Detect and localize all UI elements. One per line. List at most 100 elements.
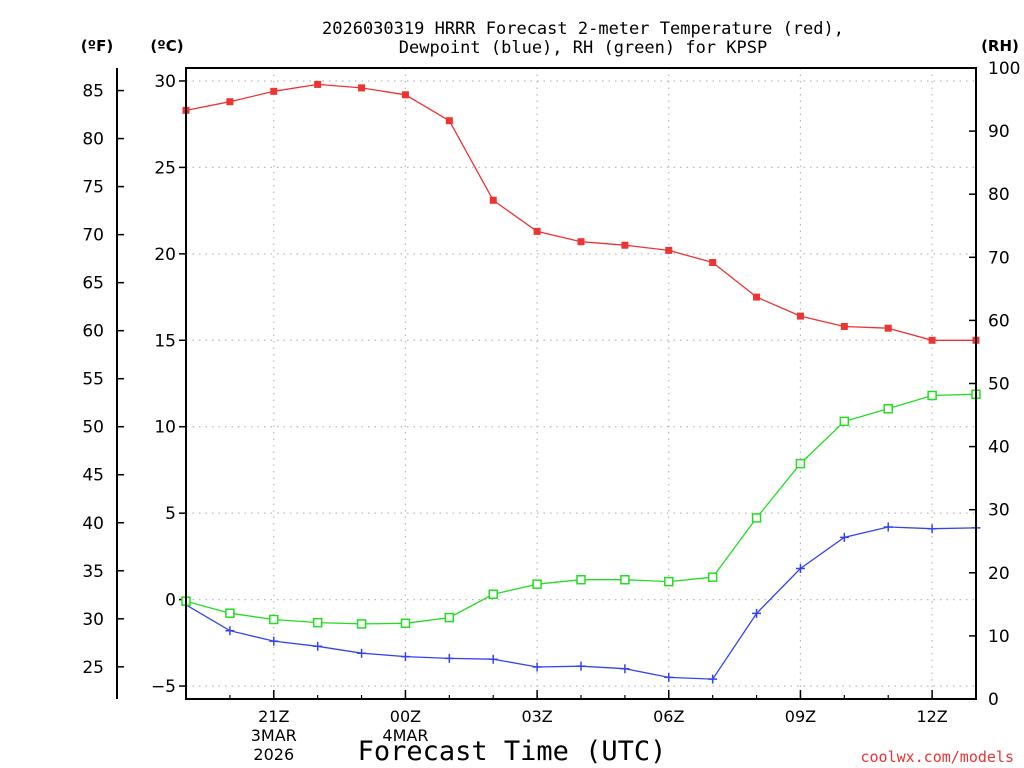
fahrenheit-tick-label: 55 [82,370,104,390]
dewpoint-point [839,532,849,542]
rh-tick-label: 80 [988,185,1010,205]
celsius-tick-label: 5 [165,504,176,524]
fahrenheit-tick-label: 60 [82,322,104,342]
rh-tick-label: 0 [988,690,999,710]
temperature-point [577,238,585,246]
fahrenheit-tick-label: 35 [82,562,104,582]
x-tick-label: 06Z [653,707,684,726]
dewpoint-point [664,672,674,682]
rh-point [751,513,762,523]
rh-point [269,614,279,625]
rh-point [576,574,586,585]
rh-point [488,589,498,600]
x-tick-label: 09Z [785,707,816,726]
celsius-axis-unit: (ºC) [150,37,183,55]
x-tick-date-label: 3MAR [251,726,297,745]
temperature-point [445,117,453,125]
grid [186,68,976,699]
temperature-point [533,227,541,235]
dewpoint-line [185,526,977,680]
watermark: coolwx.com/models [860,748,1014,766]
rh-tick-label: 10 [988,627,1010,647]
fahrenheit-tick-label: 80 [82,130,104,150]
rh-tick-label: 30 [988,501,1010,521]
chart-title-line-2: Dewpoint (blue), RH (green) for KPSP [399,38,767,58]
temperature-point [358,84,366,92]
temperature-point [884,324,892,332]
temperature-point [840,322,848,330]
rh-point [312,617,323,628]
rh-point [532,579,542,589]
rh-tick-label: 70 [988,248,1010,268]
temperature-point [928,336,936,344]
fahrenheit-tick-label: 50 [82,418,104,438]
rh-point [839,416,850,427]
rh-tick-label: 50 [988,375,1010,395]
temperature-point [489,196,497,204]
rh-tick-label: 90 [988,122,1010,142]
rh-point [664,576,674,587]
rh-point [927,390,937,401]
rh-point [707,572,718,582]
x-tick-label: 00Z [390,707,421,726]
rh-point [225,608,235,618]
fahrenheit-tick-label: 45 [82,466,104,486]
dewpoint-point [620,664,630,674]
rh-tick-label: 20 [988,564,1010,584]
dewpoint-point [444,653,454,663]
temperature-point [401,91,409,99]
temperature-point [226,98,234,106]
celsius-tick-label: 25 [154,158,176,178]
dewpoint-point [357,648,367,658]
rh-point [620,574,630,585]
x-tick-year-label: 2026 [253,745,294,764]
rh-axis-unit: (RH) [981,37,1019,55]
chart-title-line-1: 2026030319 HRRR Forecast 2-meter Tempera… [322,19,844,39]
temperature-line [185,83,976,341]
rh-tick-label: 100 [988,59,1020,79]
x-tick-date-label: 4MAR [382,726,428,745]
celsius-tick-label: 10 [154,418,176,438]
fahrenheit-tick-label: 85 [82,82,104,102]
x-axis-title: Forecast Time (UTC) [358,736,667,767]
rh-line [185,393,977,625]
dewpoint-point [488,654,498,664]
x-tick-label: 03Z [521,707,552,726]
celsius-tick-label: 20 [154,245,176,265]
temperature-point [709,258,717,266]
dewpoint-point [708,674,718,684]
celsius-tick-label: 15 [154,331,176,351]
dewpoint-point [795,563,805,573]
dewpoint-point [576,661,586,671]
rh-point [444,612,455,623]
fahrenheit-axis-unit: (ºF) [81,37,113,55]
fahrenheit-tick-label: 65 [82,274,104,294]
dewpoint-point [927,524,937,534]
axes: −5 0 5 10 15 20 25 30 25 30 35 40 45 50 55 60 65 70 75 80 85… [82,59,1020,764]
plot-frame [185,67,977,700]
dewpoint-point [313,641,323,651]
fahrenheit-tick-label: 40 [82,514,104,534]
fahrenheit-tick-label: 75 [82,178,104,198]
dewpoint-point [752,608,762,618]
rh-point [400,618,411,629]
fahrenheit-tick-label: 25 [82,658,104,678]
temperature-point [796,312,804,320]
x-tick-label: 21Z [258,707,289,726]
dewpoint-point [400,652,410,662]
fahrenheit-tick-label: 70 [82,226,104,246]
temperature-point [621,241,629,249]
temperature-point [753,293,761,301]
rh-tick-label: 60 [988,311,1010,331]
rh-point [883,403,893,414]
dewpoint-point [532,662,542,672]
x-tick-label: 12Z [916,707,947,726]
temperature-point [314,80,322,88]
celsius-tick-label: −5 [151,677,176,697]
rh-tick-label: 40 [988,438,1010,458]
series [181,80,981,684]
temperature-point [665,246,673,254]
rh-point [356,619,367,629]
dewpoint-point [225,626,235,636]
